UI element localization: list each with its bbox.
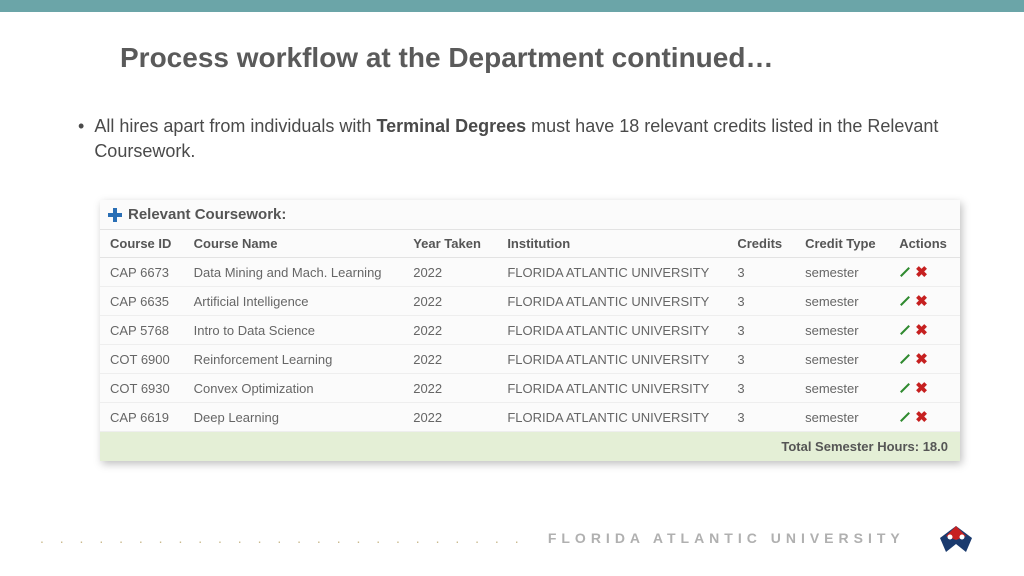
cell-course-name: Data Mining and Mach. Learning xyxy=(184,258,404,287)
page-title: Process workflow at the Department conti… xyxy=(120,42,964,74)
coursework-panel: Relevant Coursework: Course ID Course Na… xyxy=(100,200,960,461)
cell-actions: ✖ xyxy=(889,374,960,403)
bullet-text: All hires apart from individuals with Te… xyxy=(94,114,964,164)
cell-year: 2022 xyxy=(403,374,497,403)
cell-course-id: CAP 6619 xyxy=(100,403,184,432)
bullet-bold: Terminal Degrees xyxy=(376,116,526,136)
footer-org-name: FLORIDA ATLANTIC UNIVERSITY xyxy=(525,530,928,546)
table-header-row: Course ID Course Name Year Taken Institu… xyxy=(100,230,960,258)
cell-credit-type: semester xyxy=(795,258,889,287)
bullet-marker: • xyxy=(78,114,84,139)
top-bar xyxy=(0,0,1024,12)
cell-year: 2022 xyxy=(403,403,497,432)
panel-header: Relevant Coursework: xyxy=(100,200,960,230)
panel-title: Relevant Coursework: xyxy=(128,206,286,223)
col-course-name: Course Name xyxy=(184,230,404,258)
cell-course-id: CAP 6635 xyxy=(100,287,184,316)
cell-institution: FLORIDA ATLANTIC UNIVERSITY xyxy=(497,287,727,316)
cell-course-id: CAP 6673 xyxy=(100,258,184,287)
table-row: CAP 5768Intro to Data Science2022FLORIDA… xyxy=(100,316,960,345)
cell-course-name: Reinforcement Learning xyxy=(184,345,404,374)
cell-course-name: Intro to Data Science xyxy=(184,316,404,345)
plus-icon[interactable] xyxy=(108,208,122,222)
table-row: COT 6900Reinforcement Learning2022FLORID… xyxy=(100,345,960,374)
slide-content: Process workflow at the Department conti… xyxy=(0,12,1024,461)
cell-course-id: COT 6930 xyxy=(100,374,184,403)
cell-credits: 3 xyxy=(727,287,795,316)
cell-course-id: COT 6900 xyxy=(100,345,184,374)
cell-credits: 3 xyxy=(727,258,795,287)
edit-icon[interactable] xyxy=(900,325,910,335)
footer-dots: . . . . . . . . . . . . . . . . . . . . … xyxy=(40,530,525,546)
delete-icon[interactable]: ✖ xyxy=(915,293,928,310)
edit-icon[interactable] xyxy=(900,354,910,364)
cell-actions: ✖ xyxy=(889,258,960,287)
cell-actions: ✖ xyxy=(889,345,960,374)
coursework-table: Course ID Course Name Year Taken Institu… xyxy=(100,230,960,432)
edit-icon[interactable] xyxy=(900,412,910,422)
cell-credit-type: semester xyxy=(795,403,889,432)
cell-credits: 3 xyxy=(727,345,795,374)
table-row: CAP 6673Data Mining and Mach. Learning20… xyxy=(100,258,960,287)
edit-icon[interactable] xyxy=(900,296,910,306)
table-row: CAP 6619Deep Learning2022FLORIDA ATLANTI… xyxy=(100,403,960,432)
cell-credits: 3 xyxy=(727,403,795,432)
col-course-id: Course ID xyxy=(100,230,184,258)
cell-credit-type: semester xyxy=(795,374,889,403)
cell-course-id: CAP 5768 xyxy=(100,316,184,345)
cell-institution: FLORIDA ATLANTIC UNIVERSITY xyxy=(497,403,727,432)
cell-credit-type: semester xyxy=(795,287,889,316)
footer: . . . . . . . . . . . . . . . . . . . . … xyxy=(0,518,1024,558)
cell-year: 2022 xyxy=(403,345,497,374)
cell-credit-type: semester xyxy=(795,345,889,374)
cell-institution: FLORIDA ATLANTIC UNIVERSITY xyxy=(497,258,727,287)
bullet-part1: All hires apart from individuals with xyxy=(94,116,376,136)
cell-actions: ✖ xyxy=(889,316,960,345)
col-credits: Credits xyxy=(727,230,795,258)
col-actions: Actions xyxy=(889,230,960,258)
delete-icon[interactable]: ✖ xyxy=(915,380,928,397)
col-credit-type: Credit Type xyxy=(795,230,889,258)
col-institution: Institution xyxy=(497,230,727,258)
table-row: COT 6930Convex Optimization2022FLORIDA A… xyxy=(100,374,960,403)
cell-year: 2022 xyxy=(403,287,497,316)
edit-icon[interactable] xyxy=(900,383,910,393)
cell-actions: ✖ xyxy=(889,287,960,316)
cell-institution: FLORIDA ATLANTIC UNIVERSITY xyxy=(497,374,727,403)
owl-logo-icon xyxy=(928,518,984,558)
cell-course-name: Artificial Intelligence xyxy=(184,287,404,316)
delete-icon[interactable]: ✖ xyxy=(915,322,928,339)
bullet-item: • All hires apart from individuals with … xyxy=(78,114,964,164)
cell-credits: 3 xyxy=(727,374,795,403)
cell-course-name: Convex Optimization xyxy=(184,374,404,403)
delete-icon[interactable]: ✖ xyxy=(915,409,928,426)
edit-icon[interactable] xyxy=(900,267,910,277)
cell-credit-type: semester xyxy=(795,316,889,345)
cell-course-name: Deep Learning xyxy=(184,403,404,432)
cell-year: 2022 xyxy=(403,258,497,287)
delete-icon[interactable]: ✖ xyxy=(915,264,928,281)
total-row: Total Semester Hours: 18.0 xyxy=(100,432,960,461)
col-year: Year Taken xyxy=(403,230,497,258)
cell-institution: FLORIDA ATLANTIC UNIVERSITY xyxy=(497,316,727,345)
delete-icon[interactable]: ✖ xyxy=(915,351,928,368)
cell-year: 2022 xyxy=(403,316,497,345)
table-row: CAP 6635Artificial Intelligence2022FLORI… xyxy=(100,287,960,316)
cell-actions: ✖ xyxy=(889,403,960,432)
cell-institution: FLORIDA ATLANTIC UNIVERSITY xyxy=(497,345,727,374)
cell-credits: 3 xyxy=(727,316,795,345)
